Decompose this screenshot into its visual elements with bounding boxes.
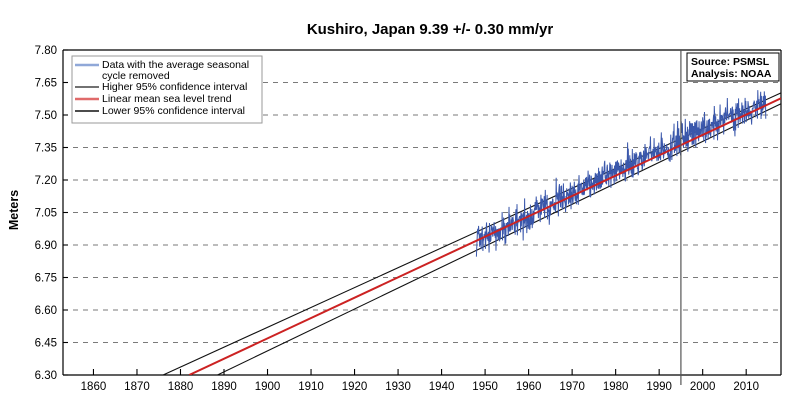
chart-title-group: Kushiro, Japan 9.39 +/- 0.30 mm/yr: [307, 21, 554, 38]
source-label: Source: PSMSL: [691, 56, 770, 68]
legend-label-trend: Linear mean sea level trend: [102, 93, 232, 105]
y-tick-label: 6.90: [35, 240, 57, 252]
x-tick-label: 1900: [255, 381, 281, 393]
y-axis-ticks: 7.80 7.65 7.50 7.35 7.20 7.05 6.90 6.75 6.60 6.45…: [35, 45, 68, 382]
x-tick-label: 1860: [81, 381, 107, 393]
y-tick-label: 7.80: [35, 45, 57, 57]
x-tick-label: 2010: [733, 381, 759, 393]
y-tick-label: 6.75: [35, 273, 57, 285]
x-tick-label: 2000: [690, 381, 716, 393]
legend-label-data: Data with the average seasonal cycle remo…: [102, 59, 249, 82]
source-box: [686, 52, 780, 82]
x-tick-label: 1910: [298, 381, 324, 393]
x-tick-label: 1920: [342, 381, 368, 393]
x-tick-label: 1980: [603, 381, 629, 393]
x-tick-label: 1870: [124, 381, 150, 393]
legend-label-ci-low: Lower 95% confidence interval: [102, 105, 245, 117]
y-tick-label: 6.30: [35, 370, 57, 382]
page-title: Kushiro, Japan 9.39 +/- 0.30 mm/yr: [307, 21, 554, 38]
y-tick-label: 6.60: [35, 305, 57, 317]
y-tick-label: 7.05: [35, 208, 57, 220]
legend-background: [71, 55, 263, 124]
y-tick-label: 6.45: [35, 338, 57, 350]
x-tick-label: 1970: [559, 381, 585, 393]
legend-label-ci-high: Higher 95% confidence interval: [102, 81, 247, 93]
x-tick-label: 1950: [472, 381, 498, 393]
y-tick-label: 7.35: [35, 143, 57, 155]
x-tick-label: 1880: [168, 381, 194, 393]
chart-legend: Data with the average seasonal cycle remo…: [71, 55, 263, 124]
x-tick-label: 1990: [646, 381, 672, 393]
data-series-layer: [162, 90, 781, 375]
x-tick-label: 1960: [516, 381, 542, 393]
analysis-label: Analysis: NOAA: [691, 68, 772, 80]
y-tick-label: 7.20: [35, 175, 57, 187]
y-tick-label: 7.65: [35, 78, 57, 90]
x-tick-label: 1940: [429, 381, 455, 393]
trend-line: [188, 97, 781, 375]
x-axis-ticks: 1860 1870 1880 1890 1900 1910 1920 1930 1940 1950…: [81, 369, 759, 393]
y-tick-label: 7.50: [35, 110, 57, 122]
y-axis-title: Meters: [7, 190, 21, 230]
x-tick-label: 1930: [385, 381, 411, 393]
data-series-line: [475, 90, 767, 257]
x-tick-label: 1890: [211, 381, 237, 393]
